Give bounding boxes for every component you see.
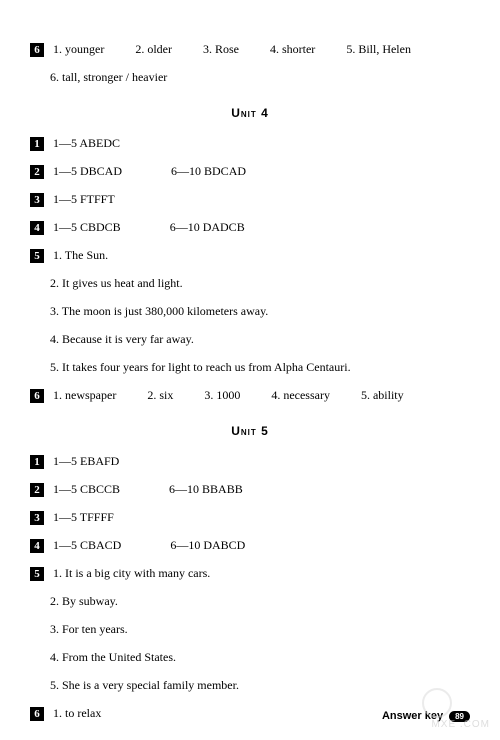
cell: 1—5 ABEDC <box>53 136 120 150</box>
watermark-text: MXE .COM <box>431 719 490 730</box>
num-box: 2 <box>30 483 44 497</box>
section-6-line2: 6. tall, stronger / heavier <box>30 68 470 86</box>
unit4-item-2: 2 1—5 DBCAD 6—10 BDCAD <box>30 162 470 180</box>
cell: 5. Bill, Helen <box>346 42 411 56</box>
unit5-item-5-sub: 2. By subway. <box>30 592 470 610</box>
cell: 1—5 CBACD <box>53 538 121 552</box>
cell: 6. tall, stronger / heavier <box>50 70 167 84</box>
unit5-item-4: 4 1—5 CBACD 6—10 DABCD <box>30 536 470 554</box>
unit5-title: Unit 5 <box>30 424 470 438</box>
cell: 1. It is a big city with many cars. <box>53 566 210 580</box>
num-box: 1 <box>30 137 44 151</box>
unit5-item-5: 5 1. It is a big city with many cars. <box>30 564 470 582</box>
cell: 6—10 DABCD <box>170 538 245 552</box>
num-box: 5 <box>30 567 44 581</box>
unit5-item-1: 1 1—5 EBAFD <box>30 452 470 470</box>
section-6-line1: 6 1. younger 2. older 3. Rose 4. shorter… <box>30 40 470 58</box>
unit4-title: Unit 4 <box>30 106 470 120</box>
unit5-item-5-sub: 3. For ten years. <box>30 620 470 638</box>
num-box: 4 <box>30 221 44 235</box>
unit4-item-6: 6 1. newspaper 2. six 3. 1000 4. necessa… <box>30 386 470 404</box>
cell: 1—5 DBCAD <box>53 164 122 178</box>
cell: 6—10 DADCB <box>170 220 245 234</box>
unit4-item-5-sub: 2. It gives us heat and light. <box>30 274 470 292</box>
num-box: 4 <box>30 539 44 553</box>
unit4-item-3: 3 1—5 FTFFT <box>30 190 470 208</box>
cell: 3. Rose <box>203 42 239 56</box>
num-box: 5 <box>30 249 44 263</box>
unit4-item-5-sub: 3. The moon is just 380,000 kilometers a… <box>30 302 470 320</box>
unit5-item-2: 2 1—5 CBCCB 6—10 BBABB <box>30 480 470 498</box>
unit4-item-1: 1 1—5 ABEDC <box>30 134 470 152</box>
unit4-item-4: 4 1—5 CBDCB 6—10 DADCB <box>30 218 470 236</box>
cell: 5. ability <box>361 388 404 402</box>
unit5-item-5-sub: 5. She is a very special family member. <box>30 676 470 694</box>
cell: 4. shorter <box>270 42 315 56</box>
cell: 1—5 TFFFF <box>53 510 114 524</box>
cell: 3. 1000 <box>204 388 240 402</box>
cell: 1—5 CBDCB <box>53 220 121 234</box>
unit4-item-5: 5 1. The Sun. <box>30 246 470 264</box>
cell: 1—5 FTFFT <box>53 192 115 206</box>
unit4-item-5-sub: 5. It takes four years for light to reac… <box>30 358 470 376</box>
unit5-item-5-sub: 4. From the United States. <box>30 648 470 666</box>
cell: 1—5 EBAFD <box>53 454 119 468</box>
cell: 1. The Sun. <box>53 248 108 262</box>
cell: 1—5 CBCCB <box>53 482 120 496</box>
cell: 6—10 BDCAD <box>171 164 246 178</box>
num-box: 3 <box>30 511 44 525</box>
unit4-item-5-sub: 4. Because it is very far away. <box>30 330 470 348</box>
cell: 1. newspaper <box>53 388 116 402</box>
cell: 6—10 BBABB <box>169 482 243 496</box>
cell: 1. to relax <box>53 706 101 720</box>
num-box: 6 <box>30 389 44 403</box>
num-box: 6 <box>30 707 44 721</box>
num-box: 3 <box>30 193 44 207</box>
cell: 2. older <box>135 42 172 56</box>
watermark-circle-icon <box>422 688 452 718</box>
cell: 1. younger <box>53 42 104 56</box>
num-box-6: 6 <box>30 43 44 57</box>
num-box: 1 <box>30 455 44 469</box>
cell: 2. six <box>147 388 173 402</box>
unit5-item-3: 3 1—5 TFFFF <box>30 508 470 526</box>
cell: 4. necessary <box>271 388 330 402</box>
num-box: 2 <box>30 165 44 179</box>
